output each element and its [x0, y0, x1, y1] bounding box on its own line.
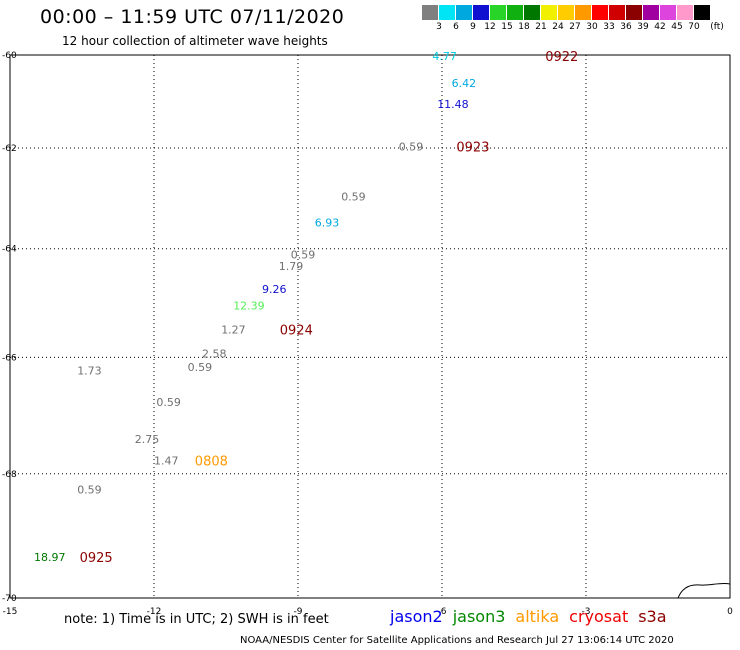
color-swatch [524, 5, 541, 20]
wave-height-label: 0.59 [399, 141, 424, 154]
color-scale-tick: 24 [552, 22, 564, 32]
color-scale-tick: 33 [603, 22, 615, 32]
color-swatch [660, 5, 677, 20]
pass-time-label: 0808 [195, 455, 228, 470]
color-scale-legend [422, 5, 711, 21]
wave-height-label: 18.97 [34, 551, 66, 564]
wave-height-label: 0.59 [291, 249, 316, 262]
wave-height-label: 1.27 [221, 323, 246, 336]
wave-height-label: 6.93 [315, 216, 340, 229]
satellite-jason2: jason2 [390, 607, 443, 626]
coastline [677, 582, 731, 599]
color-swatch [422, 5, 439, 20]
color-swatch [558, 5, 575, 20]
wave-height-label: 0.59 [188, 361, 213, 374]
pass-time-label: 0923 [456, 141, 489, 156]
wave-height-label: 9.26 [262, 283, 287, 296]
color-scale-unit: (ft) [710, 22, 724, 32]
wave-height-label: 0.59 [341, 190, 366, 203]
color-scale-tick: 12 [484, 22, 496, 32]
color-swatch [626, 5, 643, 20]
wave-height-label: 6.42 [452, 77, 477, 90]
y-tick-label: -66 [2, 353, 17, 363]
y-tick-label: -62 [2, 144, 17, 154]
color-swatch [592, 5, 609, 20]
color-scale-tick: 39 [637, 22, 649, 32]
x-tick-label: -3 [582, 607, 591, 617]
chart-title: 00:00 – 11:59 UTC 07/11/2020 [40, 6, 345, 28]
map-frame [9, 54, 731, 599]
x-tick-label: -6 [438, 607, 447, 617]
color-swatch [541, 5, 558, 20]
wave-height-label: 2.58 [202, 347, 227, 360]
wave-height-label: 4.77 [432, 50, 457, 63]
wave-height-label: 0.59 [156, 396, 181, 409]
wave-height-label: 2.75 [135, 433, 160, 446]
color-scale-tick: 70 [688, 22, 700, 32]
wave-height-label: 1.79 [279, 260, 304, 273]
color-scale-tick: 21 [535, 22, 547, 32]
color-scale-tick: 30 [586, 22, 598, 32]
y-tick-label: -70 [2, 594, 17, 604]
color-swatch [643, 5, 660, 20]
color-scale-tick: 36 [620, 22, 632, 32]
satellite-altika: altika [515, 607, 560, 626]
y-tick-label: -60 [2, 51, 17, 61]
wave-height-label: 1.47 [154, 455, 179, 468]
color-scale-tick: 27 [569, 22, 581, 32]
color-scale-tick: 45 [671, 22, 683, 32]
color-scale-tick: 3 [436, 22, 442, 32]
color-swatch [575, 5, 592, 20]
satellite-legend: jason2 jason3 altika cryosat s3a [390, 607, 677, 626]
color-scale-labels: 3 6 9 12 15 18 21 24 27 30 33 36 39 42 45 70 (ft) [422, 22, 740, 34]
footer-note: note: 1) Time is in UTC; 2) SWH is in fe… [64, 612, 329, 627]
color-swatch [694, 5, 711, 20]
satellite-s3a: s3a [638, 607, 667, 626]
y-tick-label: -64 [2, 245, 17, 255]
color-scale-tick: 15 [501, 22, 513, 32]
satellite-jason3: jason3 [452, 607, 506, 626]
pass-time-label: 0925 [80, 551, 113, 566]
color-swatch [507, 5, 524, 20]
chart-subtitle: 12 hour collection of altimeter wave hei… [62, 34, 328, 48]
color-scale-tick: 9 [470, 22, 476, 32]
pass-time-label: 0922 [545, 50, 578, 65]
pass-time-label: 0924 [280, 323, 313, 338]
color-swatch [473, 5, 490, 20]
color-scale-tick: 6 [453, 22, 459, 32]
satellite-cryosat: cryosat [569, 607, 629, 626]
color-swatch [456, 5, 473, 20]
x-tick-label: 0 [727, 607, 733, 617]
x-tick-label: -9 [294, 607, 303, 617]
wave-height-label: 12.39 [233, 299, 265, 312]
x-tick-label: -15 [3, 607, 18, 617]
color-swatch [677, 5, 694, 20]
color-swatch [609, 5, 626, 20]
color-swatch [439, 5, 456, 20]
color-scale-tick: 18 [518, 22, 530, 32]
color-scale-tick: 42 [654, 22, 666, 32]
wave-height-label: 1.73 [77, 364, 102, 377]
y-tick-label: -68 [2, 470, 17, 480]
wave-height-label: 0.59 [77, 483, 102, 496]
credit-line: NOAA/NESDIS Center for Satellite Applica… [240, 635, 674, 646]
wave-height-label: 11.48 [437, 98, 469, 111]
color-swatch [490, 5, 507, 20]
x-tick-label: -12 [147, 607, 162, 617]
